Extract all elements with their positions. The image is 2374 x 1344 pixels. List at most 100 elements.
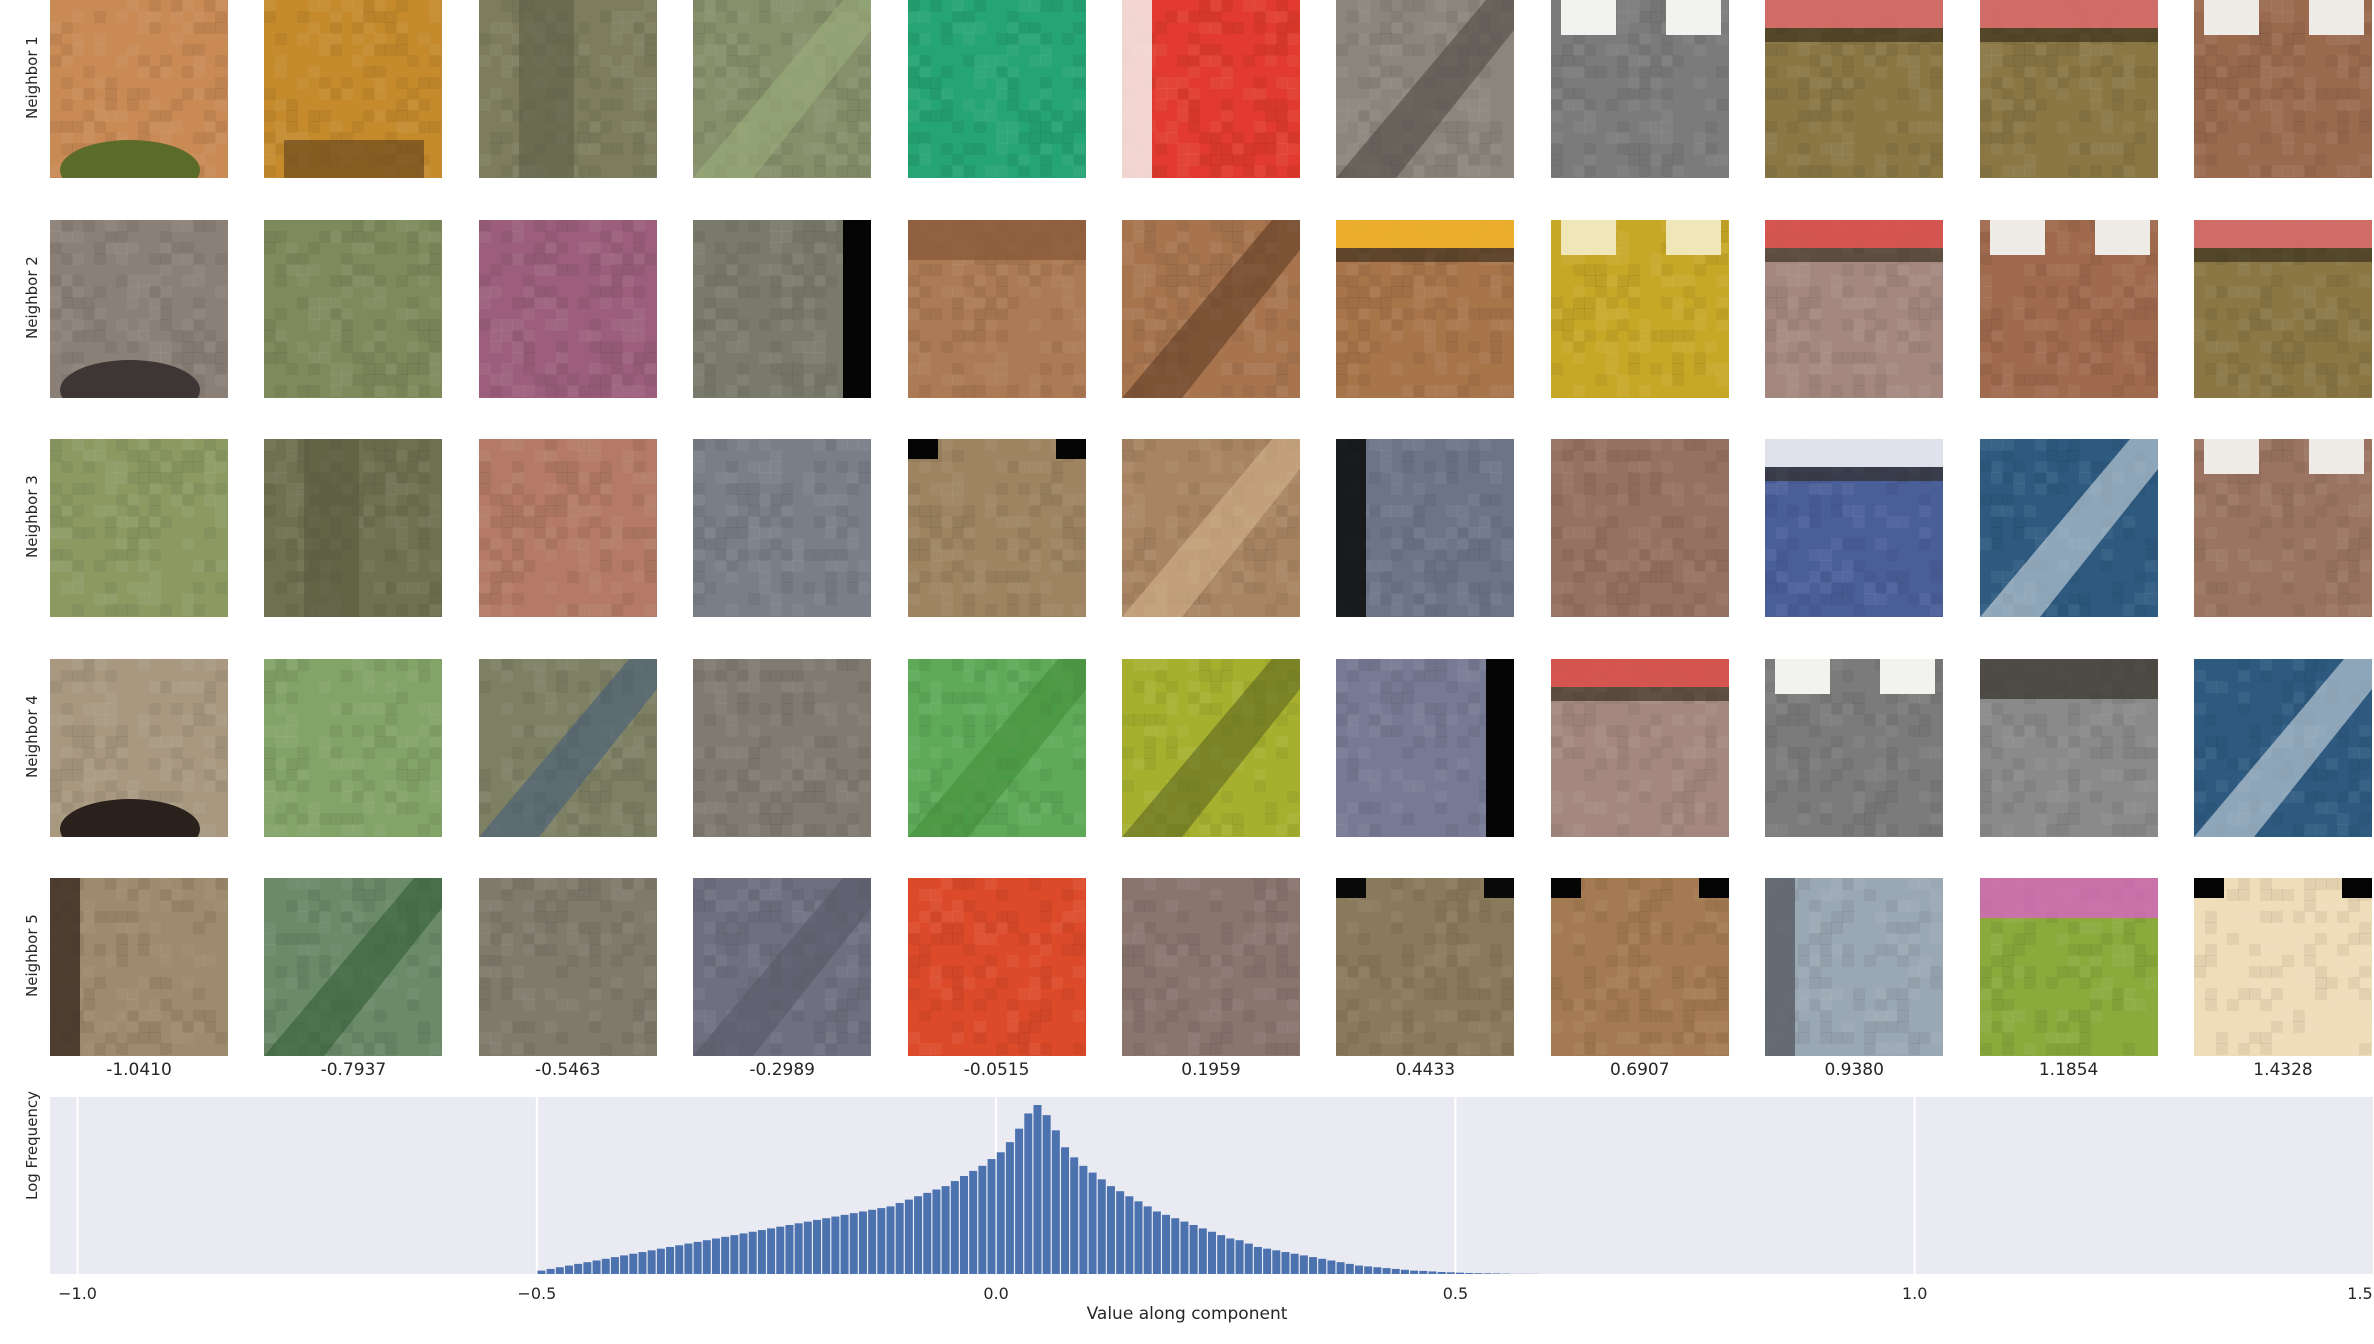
patch-image [693,0,872,178]
histogram-bar [666,1246,675,1274]
histogram-bar [1364,1266,1373,1274]
histogram-bar [1162,1214,1171,1274]
neighbor-patch [2194,439,2372,617]
histogram-bar [638,1252,647,1274]
histogram-bar [959,1175,968,1274]
patch-image [478,219,657,398]
histogram-bar [592,1260,601,1274]
histogram-bar [656,1248,665,1274]
neighbor-patch [50,0,228,178]
patch-image [1979,439,2158,617]
neighbor-patch [1336,219,1515,398]
histogram-bar [1226,1238,1235,1274]
histogram-bar [1042,1115,1051,1274]
histogram-bar [739,1233,748,1274]
histogram-bar [565,1265,573,1274]
neighbor-patch [264,219,443,398]
x-tick-label: 0.5 [1442,1284,1469,1303]
histogram-bar [1483,1273,1492,1274]
histogram-bar [767,1228,776,1274]
neighbor-patch [478,658,657,837]
histogram-bar [1437,1271,1446,1274]
histogram-bar [1143,1206,1152,1274]
patch-image [1122,658,1300,837]
neighbor-patch [1550,878,1729,1056]
histogram-bar [877,1208,886,1274]
histogram-bar [776,1226,785,1274]
column-value-label: -1.0410 [106,1060,172,1080]
histogram-bar [1400,1269,1409,1274]
neighbor-patch [1979,0,2158,178]
histogram-bar [1208,1231,1216,1274]
neighbor-patch [693,878,872,1056]
neighbor-patch [1122,439,1300,617]
histogram-bar [1152,1211,1161,1274]
patch-image [907,0,1086,178]
patch-image [1979,0,2158,178]
neighbor-patch [264,878,443,1056]
neighbor-patch [693,0,872,178]
histogram-bar [1070,1157,1079,1274]
patch-image [1122,219,1300,398]
patch-image [1550,878,1729,1056]
histogram-bar [1446,1272,1455,1274]
column-value-label: -0.2989 [749,1060,815,1080]
histogram-bar [1097,1179,1106,1274]
neighbor-patch [693,219,872,398]
neighbor-patch [264,439,443,617]
histogram-bar [1134,1201,1143,1274]
histogram-bar [1345,1263,1354,1274]
neighbor-patch [907,439,1086,617]
neighbor-patch [1336,658,1515,837]
neighbor-patch [1979,219,2158,398]
histogram-bar [1318,1258,1327,1274]
neighbor-patch [1336,878,1515,1056]
neighbor-patch [1122,0,1300,178]
neighbor-patch [2194,878,2372,1056]
patch-image [478,0,657,178]
histogram-bar [1327,1260,1336,1274]
histogram-bar [996,1152,1005,1274]
histogram-bar [1189,1224,1198,1274]
neighbor-patch [1336,0,1515,178]
histogram-bar [868,1209,877,1274]
histogram-bar [1015,1128,1024,1274]
patch-image [907,658,1086,837]
histogram-bar [693,1241,702,1274]
patch-image [1979,878,2158,1056]
histogram-bar [1474,1273,1483,1274]
histogram-bar [1382,1268,1391,1274]
column-value-label: 0.6907 [1610,1060,1670,1080]
histogram-bar [629,1253,638,1274]
histogram-bar [1235,1240,1244,1274]
neighbor-patch [693,658,872,837]
neighbor-patch [1550,0,1729,178]
patch-image [907,878,1086,1056]
histogram-bar [858,1211,867,1274]
histogram-bar [1217,1235,1226,1274]
patch-image [2194,878,2372,1056]
histogram-bar [1198,1228,1207,1274]
neighbor-patch [1765,878,1944,1056]
histogram-bar [721,1236,730,1274]
histogram-bar [711,1238,720,1274]
neighbor-patch [1765,658,1944,837]
histogram-bar [1272,1250,1281,1274]
histogram-bar [987,1159,996,1274]
histogram-bar [1354,1265,1363,1274]
histogram-bar [702,1240,711,1274]
neighbor-patch [1550,658,1729,837]
histogram-bar [601,1258,610,1274]
patch-image [693,439,872,617]
histogram-bar [1309,1257,1318,1274]
x-tick-label: −1.0 [58,1284,97,1303]
histogram-bar [1253,1246,1262,1274]
neighbor-patch [907,0,1086,178]
histogram-bar [1244,1243,1253,1274]
column-value-label: 0.4433 [1395,1060,1456,1080]
histogram-bar [1171,1218,1180,1274]
patch-image [1979,219,2158,398]
histogram-bar [675,1245,684,1274]
patch-image [264,219,443,398]
